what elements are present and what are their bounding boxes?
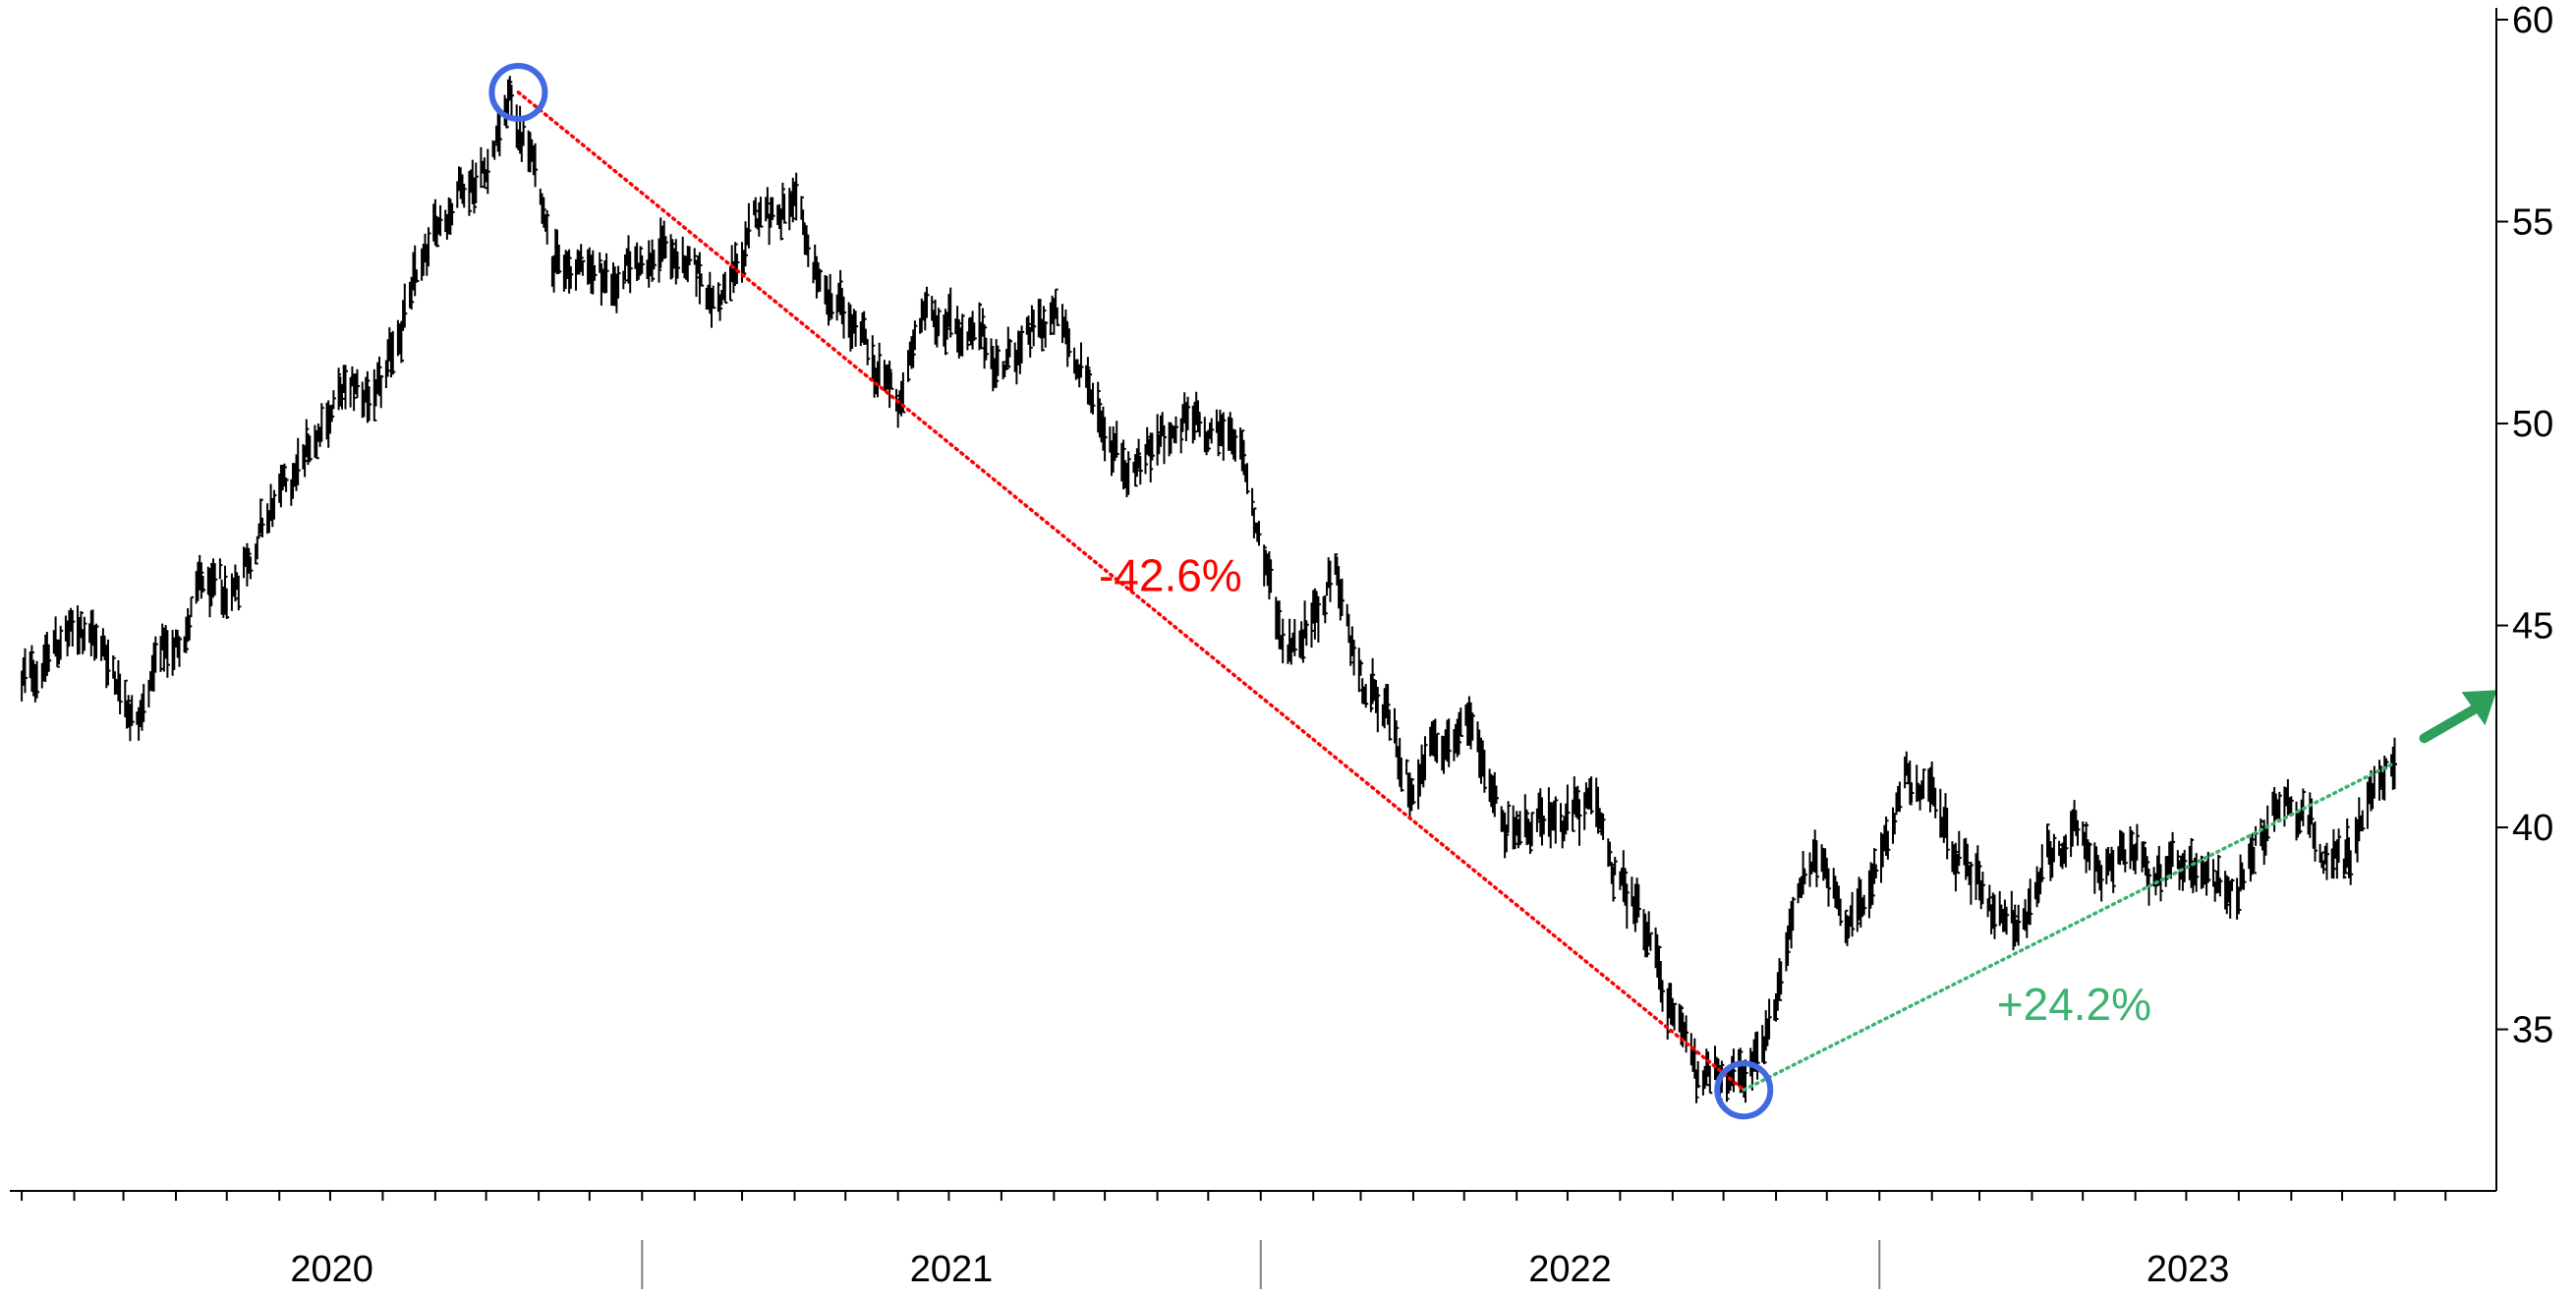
y-tick-label: 40 xyxy=(2512,808,2553,849)
recovery-percent-label: +24.2% xyxy=(1997,979,2151,1030)
trend-arrow-icon xyxy=(2461,690,2497,726)
x-year-label: 2021 xyxy=(910,1249,994,1290)
decline-percent-label: -42.6% xyxy=(1099,550,1242,601)
x-year-label: 2023 xyxy=(2147,1249,2230,1290)
x-year-label: 2022 xyxy=(1528,1249,1612,1290)
price-bars xyxy=(21,76,2397,1103)
decline-line xyxy=(516,90,1746,1092)
annotation-lines xyxy=(488,62,2497,1120)
y-tick-label: 60 xyxy=(2512,0,2553,41)
y-tick-label: 35 xyxy=(2512,1010,2553,1051)
y-tick-label: 45 xyxy=(2512,606,2553,648)
axes: 35 40 45 50 55 60 2020 2021 2022 2023 xyxy=(10,0,2553,1290)
price-bar-series xyxy=(21,76,2397,1103)
annotation-labels: -42.6% +24.2% xyxy=(1099,550,2151,1030)
trend-arrow-shaft xyxy=(2419,704,2481,744)
trough-marker-circle xyxy=(1714,1060,1774,1120)
peak-marker-circle xyxy=(488,62,548,122)
y-tick-label: 50 xyxy=(2512,404,2553,445)
recovery-line xyxy=(1742,761,2397,1092)
y-tick-label: 55 xyxy=(2512,202,2553,244)
x-year-label: 2020 xyxy=(290,1249,373,1290)
